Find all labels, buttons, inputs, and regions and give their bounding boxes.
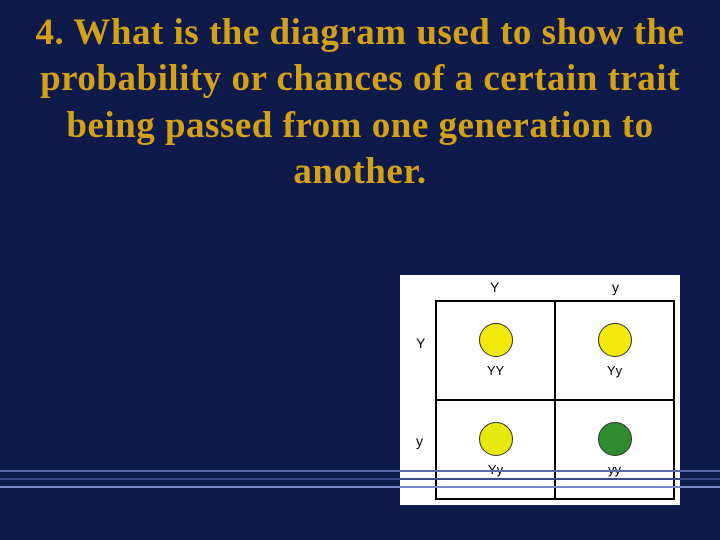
column-label-2: y [612, 279, 619, 295]
punnett-cell-Yy-top: Yy [555, 301, 674, 400]
genotype-label: YY [487, 363, 504, 378]
phenotype-circle [598, 422, 632, 456]
question-title: 4. What is the diagram used to show the … [0, 0, 720, 195]
slide: 4. What is the diagram used to show the … [0, 0, 720, 540]
decor-line-2 [0, 478, 720, 480]
column-label-1: Y [490, 279, 499, 295]
phenotype-circle [479, 422, 513, 456]
punnett-cell-YY: YY [436, 301, 555, 400]
phenotype-circle [598, 323, 632, 357]
decor-line-3 [0, 486, 720, 488]
row-label-1: Y [416, 335, 425, 351]
phenotype-circle [479, 323, 513, 357]
row-label-2: y [416, 433, 423, 449]
decor-line-1 [0, 470, 720, 472]
punnett-cell-Yy-bottom: Yy [436, 400, 555, 499]
genotype-label: Yy [607, 363, 622, 378]
punnett-cell-yy: yy [555, 400, 674, 499]
